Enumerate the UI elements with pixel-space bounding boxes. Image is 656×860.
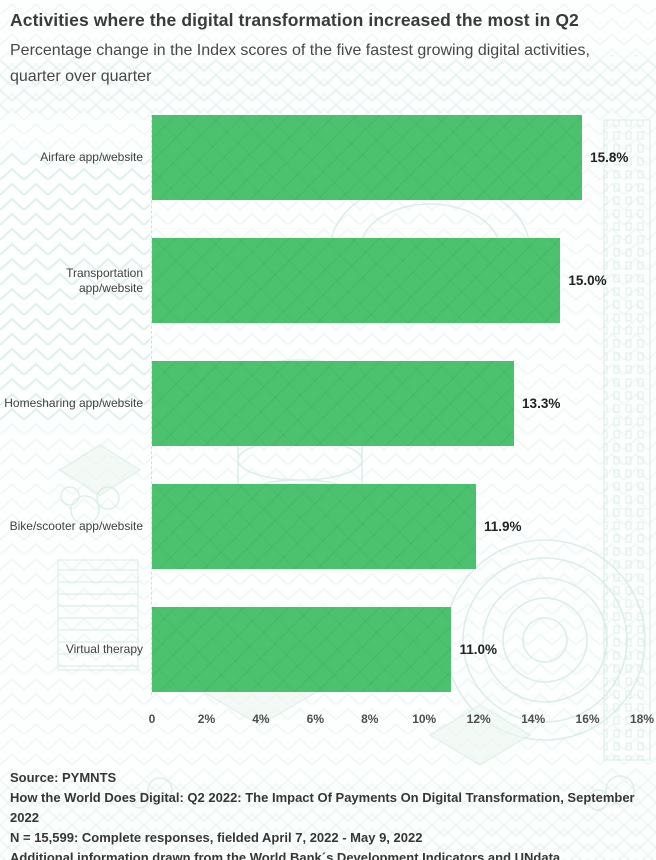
x-axis-tick-label: 4% <box>252 712 270 726</box>
bar <box>152 607 452 692</box>
bar-track: 13.3% <box>152 361 642 446</box>
category-label: Homesharing app/website <box>4 396 143 411</box>
category-label: Airfare app/website <box>40 150 143 165</box>
category-label: Bike/scooter app/website <box>9 519 143 534</box>
value-label: 15.0% <box>568 273 607 288</box>
chart-subtitle: Percentage change in the Index scores of… <box>10 42 590 85</box>
bar <box>152 115 583 200</box>
value-label: 11.9% <box>483 519 522 534</box>
bar-track: 15.0% <box>152 238 642 323</box>
x-axis: 0 2% 4% 6% 8% 10% 12% 14% 16% 18% <box>148 712 654 728</box>
footer-line: N = 15,599: Complete responses, fielded … <box>10 830 423 845</box>
value-label: 15.8% <box>590 150 629 165</box>
x-axis-tick-label: 2% <box>197 712 216 726</box>
x-axis-tick-label: 16% <box>575 712 600 726</box>
x-axis-tick-label: 8% <box>361 712 379 726</box>
footer-line: Additional information drawn from the Wo… <box>10 850 561 860</box>
chart-header: Activities where the digital transformat… <box>0 0 656 89</box>
x-axis-tick-label: 10% <box>412 712 437 726</box>
bar-track: 11.9% <box>152 484 642 569</box>
bar-row: Virtual therapy 11.0% <box>0 607 656 730</box>
x-axis-tick-label: 18% <box>629 712 655 726</box>
value-label: 11.0% <box>459 642 497 657</box>
bar-track: 15.8% <box>152 115 642 200</box>
bar-row: Bike/scooter app/website 11.9% <box>0 484 656 607</box>
bar <box>152 238 561 323</box>
x-axis-tick-label: 12% <box>466 712 491 726</box>
chart-title: Activities where the digital transformat… <box>10 10 579 30</box>
bar-row: Transportation app/website 15.0% <box>0 238 656 361</box>
x-axis-tick-label: 6% <box>306 712 324 726</box>
source-footer: Source: PYMNTS How the World Does Digital… <box>10 768 650 860</box>
bar <box>152 361 515 446</box>
bar <box>152 484 476 569</box>
category-label: Virtual therapy <box>65 642 143 657</box>
category-label: Transportation app/website <box>66 266 143 295</box>
bar-row: Homesharing app/website 13.3% <box>0 361 656 484</box>
y-axis-baseline <box>151 115 152 695</box>
value-label: 13.3% <box>522 396 561 411</box>
footer-line: How the World Does Digital: Q2 2022: The… <box>10 790 635 825</box>
x-axis-tick-label: 0 <box>148 712 156 726</box>
footer-line: Source: PYMNTS <box>10 770 117 785</box>
bar-row: Airfare app/website 15.8% <box>0 115 656 238</box>
horizontal-bar-chart: Airfare app/website 15.8% Transportation a… <box>0 115 656 730</box>
bar-track: 11.0% <box>152 607 642 692</box>
x-axis-tick-label: 14% <box>521 712 546 726</box>
